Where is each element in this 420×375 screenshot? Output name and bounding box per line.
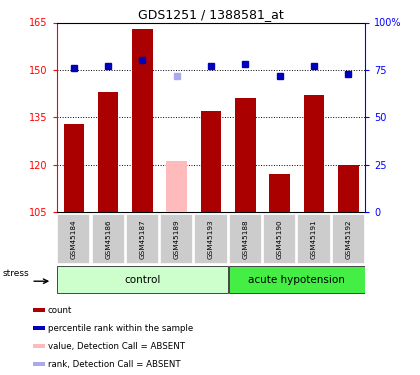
Text: GSM45187: GSM45187 <box>139 219 145 259</box>
Bar <box>201 111 221 212</box>
Text: GSM45190: GSM45190 <box>277 219 283 259</box>
Bar <box>297 214 331 264</box>
Text: GSM45192: GSM45192 <box>345 219 351 259</box>
Bar <box>57 266 228 293</box>
Bar <box>235 98 256 212</box>
Bar <box>57 214 90 264</box>
Bar <box>33 308 45 312</box>
Text: rank, Detection Call = ABSENT: rank, Detection Call = ABSENT <box>47 360 180 369</box>
Text: stress: stress <box>3 269 29 278</box>
Bar <box>33 344 45 348</box>
Text: value, Detection Call = ABSENT: value, Detection Call = ABSENT <box>47 342 185 351</box>
Bar <box>338 165 359 212</box>
Text: GSM45189: GSM45189 <box>174 219 180 259</box>
Text: control: control <box>124 275 160 285</box>
Bar <box>229 214 262 264</box>
Text: GSM45186: GSM45186 <box>105 219 111 259</box>
Bar <box>263 214 296 264</box>
Bar <box>33 326 45 330</box>
Bar <box>33 362 45 366</box>
Text: GSM45191: GSM45191 <box>311 219 317 259</box>
Text: count: count <box>47 306 72 315</box>
Text: acute hypotension: acute hypotension <box>248 275 345 285</box>
Bar <box>132 29 153 212</box>
Bar <box>166 161 187 212</box>
Bar <box>269 174 290 212</box>
Bar <box>332 214 365 264</box>
Bar <box>160 214 193 264</box>
Bar <box>98 92 118 212</box>
Text: percentile rank within the sample: percentile rank within the sample <box>47 324 193 333</box>
Bar <box>92 214 125 264</box>
Bar <box>229 266 365 293</box>
Text: GSM45193: GSM45193 <box>208 219 214 259</box>
Text: GSM45188: GSM45188 <box>242 219 248 259</box>
Bar <box>63 123 84 212</box>
Bar <box>126 214 159 264</box>
Text: GSM45184: GSM45184 <box>71 219 77 259</box>
Bar <box>304 95 324 212</box>
Bar <box>194 214 228 264</box>
Title: GDS1251 / 1388581_at: GDS1251 / 1388581_at <box>138 8 284 21</box>
